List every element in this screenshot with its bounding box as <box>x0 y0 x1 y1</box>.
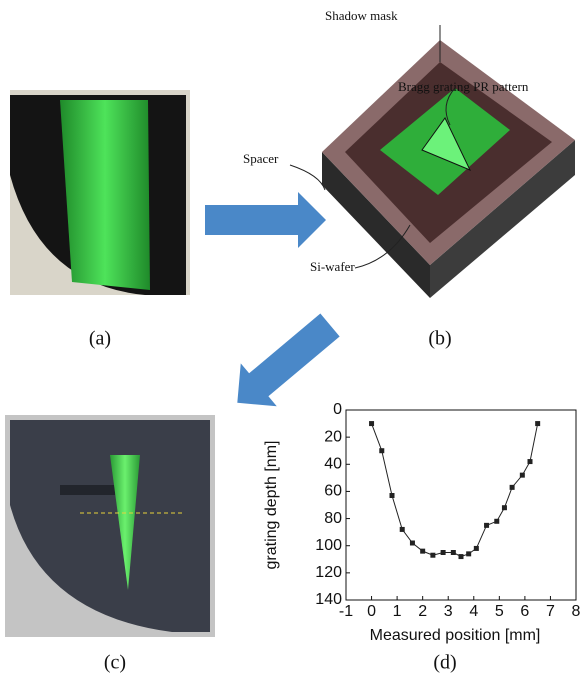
label-bragg: Bragg grating PR pattern <box>398 79 529 94</box>
label-shadow-mask: Shadow mask <box>325 8 398 23</box>
data-point <box>400 527 405 532</box>
data-point <box>369 421 374 426</box>
figure: Shadow mask Bragg grating PR pattern Spa… <box>0 0 584 684</box>
data-point <box>502 505 507 510</box>
x-tick-label: 5 <box>495 603 504 620</box>
y-tick-label: 20 <box>324 428 342 445</box>
label-spacer: Spacer <box>243 151 279 166</box>
x-tick-label: 2 <box>418 603 427 620</box>
x-tick-label: 1 <box>393 603 402 620</box>
y-tick-label: 100 <box>315 537 342 554</box>
x-tick-label: 3 <box>444 603 453 620</box>
x-tick-label: 8 <box>572 603 581 620</box>
plot-frame <box>346 410 576 600</box>
x-tick-label: 0 <box>367 603 376 620</box>
x-tick-label: -1 <box>339 603 353 620</box>
data-point <box>379 448 384 453</box>
x-axis-label: Measured position [mm] <box>370 627 541 644</box>
data-point <box>451 550 456 555</box>
diagram-b <box>290 25 575 298</box>
x-tick-label: 6 <box>520 603 529 620</box>
label-wafer: Si-wafer <box>310 259 355 274</box>
panel-label: (c) <box>104 652 126 674</box>
y-tick-label: 120 <box>315 564 342 581</box>
data-point <box>528 459 533 464</box>
data-point <box>474 546 479 551</box>
arrow <box>219 304 348 425</box>
photo-a <box>10 90 190 295</box>
y-axis-label: grating depth [nm] <box>263 441 280 570</box>
photo-c <box>5 415 215 637</box>
data-point <box>510 485 515 490</box>
x-tick-label: 7 <box>546 603 555 620</box>
data-point <box>390 493 395 498</box>
y-tick-label: 40 <box>324 456 342 473</box>
panel-label: (d) <box>433 652 456 674</box>
y-tick-label: 60 <box>324 483 342 500</box>
data-point <box>410 541 415 546</box>
data-point <box>430 553 435 558</box>
data-point <box>466 551 471 556</box>
y-tick-label: 0 <box>333 401 342 418</box>
data-point <box>441 550 446 555</box>
data-point <box>459 554 464 559</box>
data-point <box>420 549 425 554</box>
data-point <box>494 519 499 524</box>
y-tick-label: 80 <box>324 510 342 527</box>
arrow <box>205 192 326 248</box>
data-point <box>520 473 525 478</box>
chart: Measured position [mm] grating depth [nm… <box>263 401 580 644</box>
data-point <box>535 421 540 426</box>
data-line <box>372 424 538 557</box>
x-tick-label: 4 <box>469 603 478 620</box>
data-point <box>484 523 489 528</box>
panel-label: (a) <box>89 328 111 350</box>
panel-label: (b) <box>428 328 451 350</box>
